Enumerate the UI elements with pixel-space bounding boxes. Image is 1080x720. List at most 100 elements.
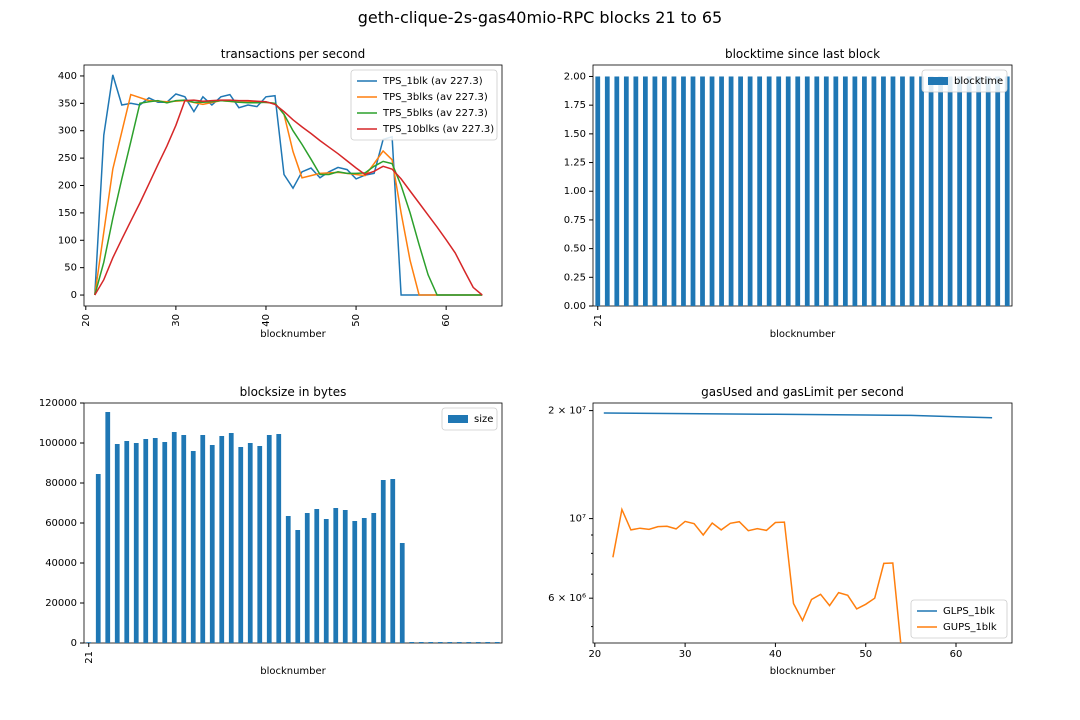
bar-58: [437, 642, 443, 643]
bar-57: [428, 642, 434, 643]
y-tick-label: 6 × 10⁶: [548, 593, 586, 604]
bar-34: [719, 76, 724, 306]
bar-35: [728, 76, 734, 306]
legend-swatch-0: [448, 415, 468, 423]
y-tick-label: 350: [58, 98, 77, 109]
legend: TPS_1blk (av 227.3) TPS_3blks (av 227.3) T…: [350, 69, 498, 141]
panel-blocksize: blocksize in bytes blocknumber 0 20000 40000…: [39, 385, 503, 677]
bar-59: [957, 76, 963, 306]
legend-box: [350, 69, 498, 141]
bar-55: [919, 76, 924, 306]
x-axis-label: blocknumber: [260, 329, 326, 340]
legend-label-0: blocktime: [954, 76, 1003, 87]
bar-45: [823, 76, 829, 306]
panel-blocktime: blocktime since last block blocknumber 0.0…: [564, 47, 1013, 340]
y-tick-label: 10⁷: [569, 514, 586, 525]
x-axis-label: blocknumber: [770, 329, 836, 340]
legend: size: [441, 407, 498, 431]
bar-42: [795, 76, 801, 306]
bar-63: [485, 642, 491, 643]
bar-49: [352, 521, 358, 643]
y-tick-label: 100: [58, 235, 77, 246]
bar-38: [247, 443, 253, 643]
axes-frame: [592, 402, 1013, 644]
bar-53: [900, 76, 905, 306]
bar-38: [757, 76, 763, 306]
x-tick-label: 30: [679, 649, 692, 660]
x-tick-label: 20: [588, 649, 601, 660]
bar-30: [171, 432, 177, 643]
y-tick-label: 0.75: [564, 215, 586, 226]
bar-33: [709, 76, 715, 306]
bar-29: [162, 442, 168, 643]
bar-58: [947, 76, 953, 306]
y-tick-label: 1.50: [564, 129, 586, 140]
bar-22: [95, 474, 101, 643]
bar-55: [409, 642, 415, 643]
bar-24: [623, 76, 629, 306]
legend: GLPS_1blk GUPS_1blk: [910, 599, 1008, 639]
bar-47: [333, 508, 339, 643]
legend: blocktime: [921, 69, 1008, 93]
y-tick-label: 60000: [45, 518, 77, 529]
x-axis-label: blocknumber: [260, 666, 326, 677]
bar-24: [114, 444, 120, 643]
x-tick-label: 20: [81, 314, 92, 327]
bar-52: [380, 480, 386, 643]
legend-label-1: GUPS_1blk: [943, 622, 997, 633]
y-tick-label: 2.00: [564, 71, 586, 82]
legend-label-0: TPS_1blk (av 227.3): [382, 76, 483, 87]
bar-47: [842, 76, 848, 306]
legend-label-3: TPS_10blks (av 227.3): [382, 124, 494, 135]
bar-61: [466, 642, 472, 643]
x-tick-label: 40: [769, 649, 782, 660]
bar-42: [285, 516, 291, 643]
legend-swatch-0: [928, 77, 948, 85]
x-tick-label: 60: [441, 314, 452, 327]
y-tick-label: 1.00: [564, 186, 586, 197]
bar-31: [181, 435, 187, 643]
bar-23: [105, 412, 111, 643]
bar-56: [418, 642, 424, 643]
y-tick-label: 50: [64, 263, 77, 274]
y-tick-label: 40000: [45, 558, 77, 569]
bar-27: [652, 76, 658, 306]
bar-46: [833, 76, 839, 306]
panel-tps: transactions per second blocknumber 0 50 100…: [58, 47, 503, 340]
bar-37: [238, 447, 244, 643]
bar-61: [976, 76, 982, 306]
bar-28: [662, 76, 667, 306]
bar-35: [219, 436, 225, 643]
bar-43: [804, 76, 810, 306]
y-tick-label: 0.50: [564, 244, 586, 255]
bar-50: [361, 518, 367, 643]
bar-39: [257, 446, 263, 643]
bar-64: [1004, 76, 1010, 306]
axes-title: blocksize in bytes: [240, 385, 347, 399]
axes-title: transactions per second: [221, 47, 365, 61]
y-tick-label: 1.75: [564, 100, 586, 111]
bar-60: [456, 642, 462, 643]
bar-60: [966, 76, 972, 306]
legend-label-0: GLPS_1blk: [943, 606, 995, 617]
y-tick-label: 2 × 10⁷: [548, 406, 586, 417]
bar-40: [776, 76, 782, 306]
bar-59: [447, 642, 453, 643]
plot-area: [603, 412, 993, 643]
bar-28: [152, 438, 158, 643]
x-tick-label: 30: [171, 314, 182, 327]
bar-25: [633, 76, 639, 306]
x-axis-label: blocknumber: [770, 666, 836, 677]
legend-label-2: TPS_5blks (av 227.3): [382, 108, 488, 119]
x-tick-label: 21: [593, 314, 604, 327]
bar-22: [604, 76, 610, 306]
bar-48: [342, 510, 348, 643]
bar-50: [871, 76, 877, 306]
panel-gas: gasUsed and gasLimit per second blocknumb…: [548, 385, 1013, 677]
legend-label-1: TPS_3blks (av 227.3): [382, 92, 488, 103]
y-tick-label: 1.25: [564, 158, 586, 169]
axes-title: gasUsed and gasLimit per second: [701, 385, 904, 399]
y-tick-label: 0: [71, 638, 77, 649]
legend-box: [921, 69, 1008, 93]
